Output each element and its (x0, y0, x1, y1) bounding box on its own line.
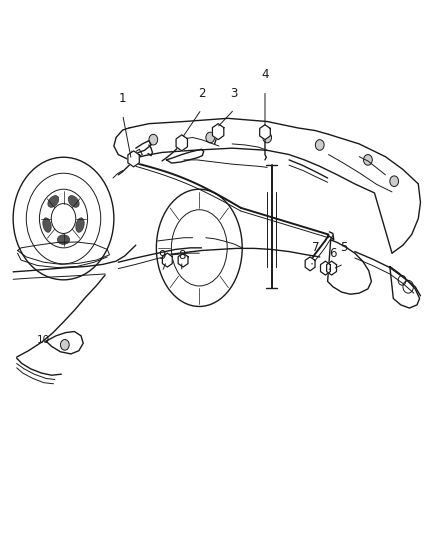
Text: 8: 8 (178, 249, 185, 262)
Polygon shape (176, 135, 187, 151)
Polygon shape (128, 151, 139, 167)
Circle shape (180, 257, 186, 263)
Circle shape (215, 128, 221, 136)
Circle shape (315, 140, 324, 150)
Circle shape (328, 265, 335, 271)
Polygon shape (162, 253, 172, 267)
Ellipse shape (76, 218, 84, 232)
Circle shape (60, 340, 69, 350)
Text: 5: 5 (340, 241, 347, 254)
Circle shape (307, 260, 313, 267)
Circle shape (178, 139, 185, 147)
Ellipse shape (43, 218, 51, 232)
Circle shape (263, 132, 272, 143)
Circle shape (262, 128, 268, 136)
Polygon shape (178, 253, 188, 267)
Text: 1: 1 (119, 92, 127, 105)
Polygon shape (260, 125, 270, 140)
Polygon shape (327, 261, 336, 275)
Circle shape (322, 265, 328, 271)
Ellipse shape (57, 235, 70, 245)
Text: 3: 3 (231, 87, 238, 100)
Polygon shape (305, 257, 315, 271)
Circle shape (206, 132, 215, 143)
Text: 10: 10 (36, 335, 49, 345)
Ellipse shape (68, 196, 79, 207)
Text: 7: 7 (311, 241, 319, 254)
Text: 9: 9 (158, 249, 166, 262)
Text: 6: 6 (329, 247, 337, 260)
Circle shape (164, 257, 170, 263)
Polygon shape (212, 124, 224, 140)
Ellipse shape (48, 196, 59, 207)
Text: 2: 2 (198, 87, 205, 100)
Circle shape (390, 176, 399, 187)
Circle shape (364, 155, 372, 165)
Polygon shape (321, 261, 330, 275)
Circle shape (131, 155, 137, 163)
Circle shape (149, 134, 158, 145)
Text: 4: 4 (261, 68, 269, 81)
